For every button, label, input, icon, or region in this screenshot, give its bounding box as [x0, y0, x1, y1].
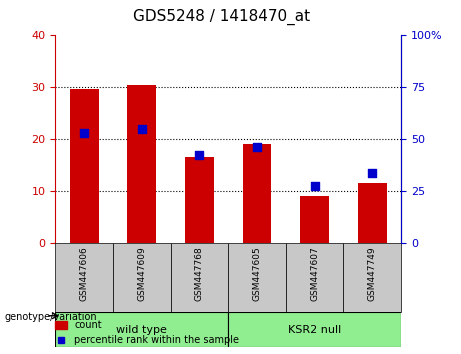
Text: GSM447607: GSM447607	[310, 246, 319, 301]
Bar	[185, 158, 214, 243]
Text: GDS5248 / 1418470_at: GDS5248 / 1418470_at	[133, 8, 310, 25]
FancyBboxPatch shape	[343, 243, 401, 312]
Bar	[242, 144, 272, 243]
FancyBboxPatch shape	[113, 243, 171, 312]
FancyBboxPatch shape	[55, 312, 228, 347]
Text: GSM447768: GSM447768	[195, 246, 204, 301]
FancyBboxPatch shape	[286, 243, 343, 312]
Text: GSM447609: GSM447609	[137, 246, 146, 301]
Text: wild type: wild type	[116, 325, 167, 335]
FancyBboxPatch shape	[228, 312, 401, 347]
Point	[195, 152, 203, 158]
Text: GSM447606: GSM447606	[80, 246, 89, 301]
Bar	[358, 183, 387, 243]
Text: KSR2 null: KSR2 null	[288, 325, 341, 335]
FancyBboxPatch shape	[55, 243, 113, 312]
Point	[369, 170, 376, 176]
Text: GSM447749: GSM447749	[368, 246, 377, 301]
Legend: count, percentile rank within the sample: count, percentile rank within the sample	[51, 316, 243, 349]
Text: genotype/variation: genotype/variation	[5, 312, 97, 322]
FancyBboxPatch shape	[171, 243, 228, 312]
Point	[254, 144, 261, 150]
Bar	[127, 85, 156, 243]
Text: GSM447605: GSM447605	[253, 246, 261, 301]
Point	[311, 183, 318, 189]
Bar	[300, 196, 329, 243]
FancyBboxPatch shape	[228, 243, 286, 312]
Point	[80, 130, 88, 136]
Bar	[70, 89, 99, 243]
Point	[138, 126, 146, 132]
